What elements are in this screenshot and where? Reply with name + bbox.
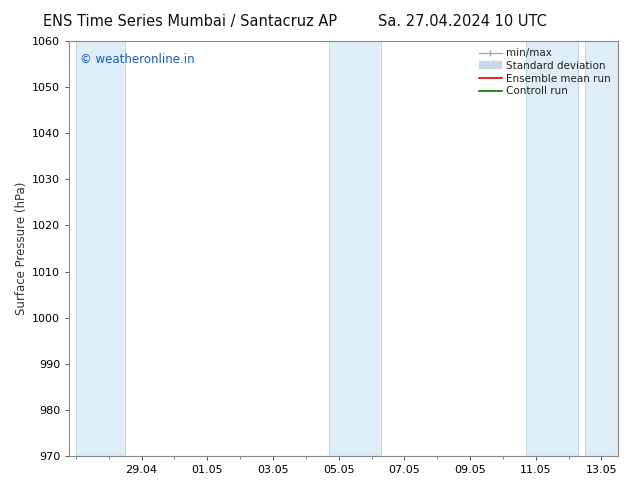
Legend: min/max, Standard deviation, Ensemble mean run, Controll run: min/max, Standard deviation, Ensemble me… [477,46,612,98]
Bar [329,41,382,456]
Bar [585,41,618,456]
Bar [526,41,578,456]
Text: © weatheronline.in: © weatheronline.in [81,53,195,67]
Y-axis label: Surface Pressure (hPa): Surface Pressure (hPa) [15,182,28,315]
Text: ENS Time Series Mumbai / Santacruz AP: ENS Time Series Mumbai / Santacruz AP [43,14,337,29]
Text: Sa. 27.04.2024 10 UTC: Sa. 27.04.2024 10 UTC [378,14,547,29]
Bar [76,41,125,456]
